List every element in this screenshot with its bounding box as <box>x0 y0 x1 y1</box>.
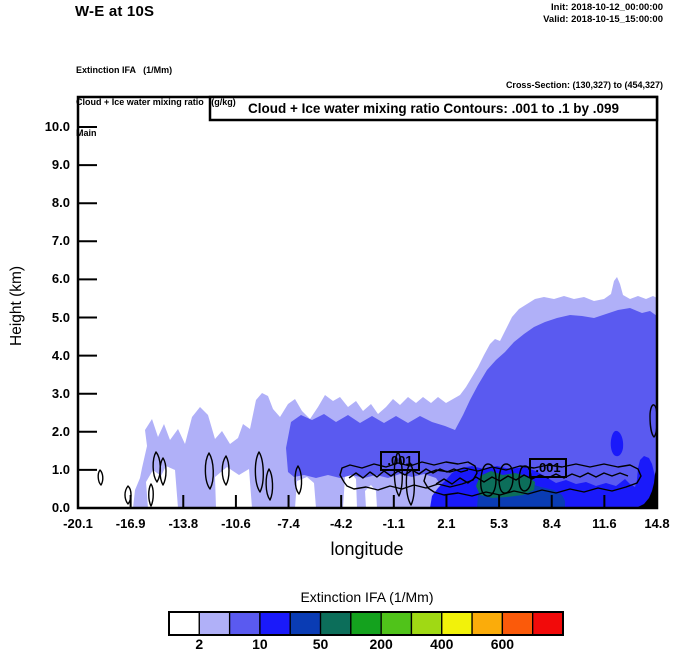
colorbar-cell <box>289 611 322 636</box>
x-tick-label: -10.6 <box>221 516 251 531</box>
contour-value-label-1: .001 <box>380 451 420 471</box>
x-tick-label: -4.2 <box>329 516 353 531</box>
y-tick-label: 5.0 <box>51 309 70 325</box>
colorbar-cell <box>410 611 443 636</box>
field-line-domain: Main <box>76 128 97 138</box>
cross-section-label: Cross-Section: (130,327) to (454,327) <box>505 80 663 90</box>
y-tick-label: 2.0 <box>51 423 70 439</box>
field-line-cloud-ice: Cloud + Ice water mixing ratio (g/kg) <box>76 96 236 107</box>
x-tick-label: -16.9 <box>115 516 146 531</box>
y-tick-label: 8.0 <box>51 195 70 211</box>
init-time-label: Init: 2018-10-12_00:00:00 <box>551 2 663 13</box>
colorbar-cell <box>319 611 352 636</box>
fill-blob-level3-blue <box>610 430 624 457</box>
x-tick-label: 5.3 <box>490 516 509 531</box>
colorbar-cell <box>259 611 291 636</box>
x-tick-label: 11.6 <box>592 516 617 531</box>
colorbar-tick-label: 600 <box>490 636 515 652</box>
colorbar-cell <box>228 611 261 636</box>
y-tick-label: 6.0 <box>51 271 70 287</box>
y-tick-label: 4.0 <box>51 347 70 363</box>
x-tick-label: 2.1 <box>437 516 456 531</box>
contour-value-label-2: .001 <box>529 458 567 478</box>
y-tick-label: 1.0 <box>51 461 70 477</box>
colorbar-tick-label: 400 <box>430 636 454 652</box>
y-tick-label: 3.0 <box>51 385 70 401</box>
terrain-wedge <box>636 466 657 508</box>
colorbar-tick-label: 2 <box>195 636 204 652</box>
colorbar-cells <box>168 611 564 636</box>
colorbar-tick-label: 10 <box>252 636 268 652</box>
x-tick-label: -7.4 <box>277 516 300 531</box>
colorbar-cell <box>532 611 564 636</box>
colorbar-cell <box>471 611 504 636</box>
colorbar-cell <box>350 611 382 636</box>
colorbar-title: Extinction IFA (1/Mm) <box>300 589 434 605</box>
x-axis-title: longitude <box>330 539 404 559</box>
x-tick-label: -13.8 <box>168 516 199 531</box>
x-tick-label: 8.4 <box>542 516 561 531</box>
x-axis-ticks <box>78 495 657 508</box>
x-tick-label: -1.1 <box>382 516 406 531</box>
y-tick-label: 7.0 <box>51 233 70 249</box>
colorbar-frame <box>168 611 564 636</box>
contour-info-box <box>208 95 659 122</box>
y-tick-label: 10.0 <box>44 119 70 134</box>
page-title: W-E at 10S <box>75 3 155 20</box>
field-line-extinction: Extinction IFA (1/Mm) <box>76 65 173 75</box>
colorbar-tick-label: 200 <box>369 636 393 652</box>
colorbar-cell <box>168 611 200 636</box>
contour-info-title: Cloud + Ice water mixing ratio Contours:… <box>248 101 619 116</box>
colorbar-cell <box>380 611 413 636</box>
colorbar-cell <box>441 611 473 636</box>
colorbar-cell <box>198 611 231 636</box>
y-tick-label: 9.0 <box>51 157 70 173</box>
colorbar-cell <box>501 611 534 636</box>
colorbar-tick-label: 50 <box>312 636 329 652</box>
valid-time-label: Valid: 2018-10-15_15:00:00 <box>543 14 663 25</box>
x-tick-label: -20.1 <box>63 516 93 531</box>
y-tick-label: 0.0 <box>51 500 70 515</box>
field-list: Extinction IFA (1/Mm) Cloud + Ice water … <box>76 44 236 160</box>
x-tick-label: 14.8 <box>644 516 670 531</box>
